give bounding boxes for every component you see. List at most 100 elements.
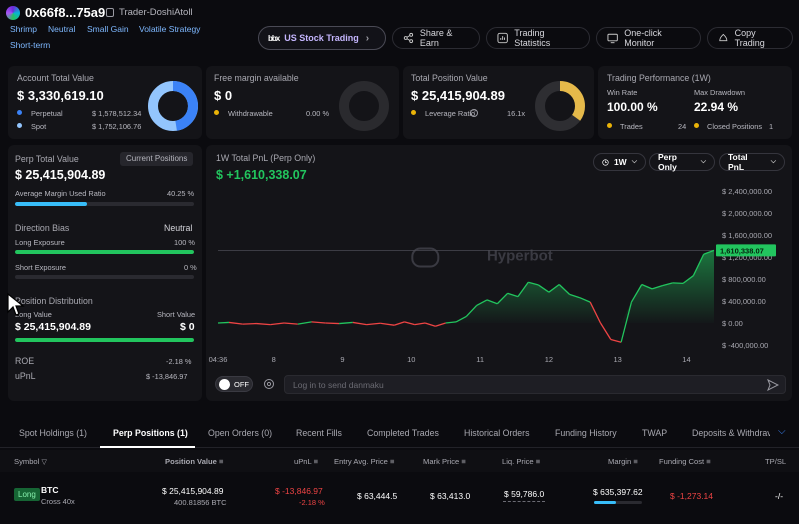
direction-bias-label: Direction Bias — [15, 223, 70, 233]
col-liq-price[interactable]: Liq. Price ≡ — [502, 457, 541, 466]
col-mark-price[interactable]: Mark Price ≡ — [423, 457, 466, 466]
sort-icon: ≡ — [313, 457, 319, 466]
pnl-line-segment — [579, 297, 591, 303]
perp-panel: Perp Total Value Current Positions $ 25,… — [8, 145, 202, 401]
copy-icon[interactable] — [106, 8, 114, 17]
short-exposure-bar — [15, 275, 194, 279]
active-tab-underline — [100, 446, 195, 448]
col-upnl[interactable]: uPnL ≡ — [294, 457, 319, 466]
chart-watermark: Hyperbot — [487, 248, 553, 265]
pnl-line-segment — [242, 322, 257, 325]
period-select[interactable]: 1W ⌵ — [593, 153, 646, 171]
share-earn-button[interactable]: Share & Earn — [392, 27, 480, 49]
one-click-monitor-label: One-click Monitor — [624, 28, 662, 48]
tab-historical-orders[interactable]: Historical Orders — [464, 428, 530, 438]
toggle-off-label: OFF — [234, 379, 249, 389]
y-tick-label: $ 2,400,000.00 — [722, 187, 772, 196]
trades-label: Trades — [620, 122, 643, 131]
tag-neutral: Neutral — [48, 24, 76, 34]
settings-icon[interactable] — [263, 378, 275, 390]
chart-pnl-value: $ +1,610,338.07 — [216, 168, 307, 182]
y-tick-label: $ 1,200,000.00 — [722, 253, 772, 262]
pnl-line-segment — [352, 321, 367, 326]
col-entry-price[interactable]: Entry Avg. Price ≡ — [334, 457, 395, 466]
direction-bias-value: Neutral — [164, 223, 193, 233]
sort-icon: ≡ — [706, 457, 711, 466]
danmaku-input[interactable]: Log in to send danmaku — [284, 375, 786, 394]
row-funding-cost: $ -1,273.14 — [670, 491, 714, 501]
free-margin-title: Free margin available — [214, 73, 299, 83]
leverage-arc — [535, 81, 585, 131]
tab-deposits-withdrawals[interactable]: Deposits & Withdrav — [692, 428, 770, 438]
short-amount: $ 0 — [180, 321, 195, 333]
danmaku-toggle[interactable]: OFF — [215, 376, 253, 392]
bottom-tabs — [0, 420, 799, 448]
pnl-line-segment — [297, 321, 312, 325]
send-icon[interactable] — [767, 379, 779, 391]
tab-recent-fills[interactable]: Recent Fills — [296, 428, 342, 438]
perpetual-legend: Perpetual — [17, 109, 63, 118]
liq-price-underline — [503, 501, 545, 502]
chevron-down-icon: ⌵ — [770, 158, 776, 165]
col-funding-cost[interactable]: Funding Cost ≡ — [659, 457, 711, 466]
us-stock-trading-button[interactable]: bbx US Stock Trading › — [258, 26, 386, 50]
long-exposure-value: 100 % — [174, 238, 195, 247]
col-symbol[interactable]: Symbol ▽ — [14, 457, 47, 466]
pnl-line-segment — [256, 322, 271, 326]
account-total-value: $ 3,330,619.10 — [17, 88, 104, 103]
tab-twap[interactable]: TWAP — [642, 428, 668, 438]
margin-ratio-fill — [15, 202, 88, 206]
help-icon[interactable]: ? — [470, 109, 478, 117]
trades-value: 24 — [678, 122, 687, 131]
row-entry-price: $ 63,444.5 — [357, 491, 398, 501]
chevron-down-icon: ⌵ — [631, 158, 637, 165]
trading-statistics-label: Trading Statistics — [514, 28, 551, 48]
leverage-label: Leverage Ratio — [425, 109, 476, 118]
row-upnl: $ -13,846.97 — [275, 486, 323, 496]
pnl-line-segment — [630, 284, 643, 303]
tab-open-orders[interactable]: Open Orders (0) — [208, 428, 273, 438]
tab-spot-holdings[interactable]: Spot Holdings (1) — [19, 428, 87, 438]
scope-select[interactable]: Perp Only ⌵ — [649, 152, 715, 172]
copy-trading-button[interactable]: Copy Trading — [707, 27, 793, 49]
pnl-line-segment — [672, 282, 684, 285]
pnl-line-segment — [435, 322, 446, 327]
spot-label: Spot — [31, 122, 47, 131]
trader-name: Trader-DoshiAtoll — [119, 7, 193, 18]
current-positions-button[interactable]: Current Positions — [120, 152, 194, 166]
tab-perp-positions[interactable]: Perp Positions (1) — [113, 428, 188, 438]
wallet-address[interactable]: 0x66f8...75a9 — [25, 5, 106, 20]
metric-select[interactable]: Total PnL ⌵ — [719, 152, 785, 172]
leverage-legend: Leverage Ratio — [411, 109, 475, 118]
row-upnl-pct: -2.18 % — [299, 498, 325, 507]
upnl-value: $ -13,846.97 — [146, 372, 188, 381]
pnl-line-segment — [589, 301, 602, 324]
sort-icon: ≡ — [219, 457, 224, 466]
pnl-line-segment — [465, 304, 478, 317]
col-position-value[interactable]: Position Value ≡ — [165, 457, 224, 466]
x-tick-label: 8 — [272, 355, 276, 364]
trading-statistics-button[interactable]: Trading Statistics — [486, 27, 590, 49]
copy-trading-label: Copy Trading — [734, 28, 765, 48]
trades-legend: Trades — [607, 122, 643, 131]
pnl-line-segment — [548, 283, 560, 293]
withdrawable-value: 0.00 % — [306, 109, 330, 118]
margin-ratio-value: 40.25 % — [167, 189, 195, 198]
sort-icon: ≡ — [535, 457, 541, 466]
spot-legend: Spot — [17, 122, 46, 131]
pnl-line-segment — [445, 321, 457, 324]
tabs-more-chevron-icon[interactable]: ⌵ — [778, 426, 786, 437]
tag-volatile-strategy: Volatile Strategy — [139, 24, 201, 34]
metric-select-value: Total PnL — [728, 152, 748, 172]
account-total-title: Account Total Value — [17, 73, 94, 83]
row-tpsl[interactable]: -/- — [775, 491, 784, 501]
row-symbol[interactable]: BTC — [41, 485, 59, 495]
total-position-value: $ 25,415,904.89 — [411, 88, 505, 103]
tab-funding-history[interactable]: Funding History — [555, 428, 617, 438]
tab-completed-trades[interactable]: Completed Trades — [367, 428, 439, 438]
col-margin[interactable]: Margin ≡ — [608, 457, 638, 466]
total-position-title: Total Position Value — [411, 73, 488, 83]
pnl-line-segment — [393, 321, 405, 326]
roe-value: -2.18 % — [166, 357, 192, 366]
one-click-monitor-button[interactable]: One-click Monitor — [596, 27, 701, 49]
